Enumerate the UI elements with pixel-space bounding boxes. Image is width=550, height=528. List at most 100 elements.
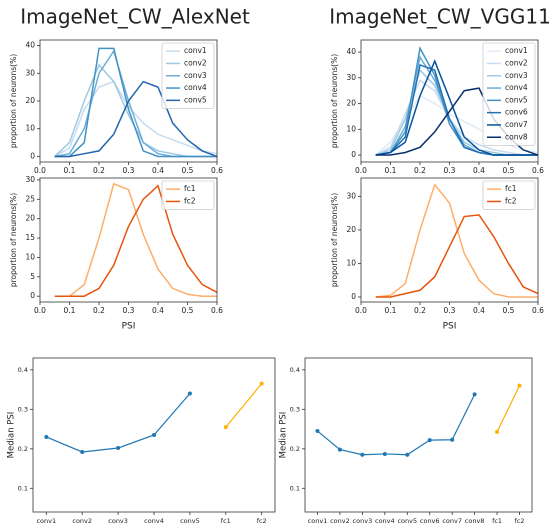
series-line [225, 383, 263, 428]
x-tick-label: 0.4 [473, 306, 485, 315]
legend-label: conv4 [184, 83, 207, 92]
legend-label: fc2 [184, 196, 196, 205]
y-tick-label: 10 [25, 124, 35, 133]
x-tick-label: conv8 [465, 517, 485, 525]
legend-box [161, 180, 215, 211]
point [259, 381, 264, 386]
plot-frame [39, 39, 218, 163]
legend-box [161, 42, 215, 109]
x-tick-label: conv2 [330, 517, 350, 525]
x-tick-label: conv3 [353, 517, 373, 525]
point [360, 452, 365, 457]
legend-label: conv2 [184, 58, 207, 67]
x-tick-label: 0.0 [355, 306, 367, 315]
point [337, 447, 342, 452]
series-line [375, 79, 538, 156]
legend-label: conv6 [505, 108, 528, 117]
y-tick-label: 0 [351, 292, 356, 301]
plot-frame [39, 177, 218, 303]
x-tick-label: fc1 [221, 517, 231, 525]
x-tick-label: conv2 [72, 517, 92, 525]
point [187, 391, 192, 396]
series-line [54, 47, 217, 158]
x-axis-label: PSI [122, 322, 136, 332]
x-tick-label: 0.4 [473, 166, 485, 175]
y-axis-label: Median PSI [279, 412, 289, 459]
plot-frame [32, 357, 276, 513]
point [450, 437, 455, 442]
y-tick-label: 10 [346, 124, 356, 133]
y-tick-label: 30 [346, 191, 356, 200]
x-tick-label: conv7 [442, 517, 462, 525]
series-line [375, 183, 538, 298]
legend-label: conv3 [184, 71, 207, 80]
point [223, 425, 228, 430]
y-tick-label: 0.2 [290, 445, 300, 453]
x-tick-label: 0.3 [123, 166, 135, 175]
point [405, 452, 410, 457]
legend-box [482, 42, 536, 146]
x-tick-label: 0.2 [414, 306, 426, 315]
x-tick-label: conv4 [144, 517, 164, 525]
x-tick-label: 0.3 [123, 306, 135, 315]
x-axis-label: PSI [443, 322, 457, 332]
x-tick-label: fc1 [492, 517, 502, 525]
point [517, 383, 522, 388]
x-tick-label: conv1 [308, 517, 328, 525]
point [427, 438, 432, 443]
point [116, 446, 121, 451]
x-tick-label: conv1 [36, 517, 56, 525]
x-tick-label: 0.1 [385, 166, 397, 175]
plot-frame [304, 357, 533, 513]
x-tick-label: 0.0 [34, 306, 46, 315]
x-tick-label: conv5 [397, 517, 417, 525]
x-tick-label: 0.3 [444, 306, 456, 315]
y-tick-label: 40 [346, 47, 356, 56]
x-tick-label: 0.6 [532, 306, 544, 315]
point [495, 429, 500, 434]
series-line [496, 385, 521, 433]
point [152, 433, 156, 437]
x-tick-label: 0.5 [182, 166, 194, 175]
legend-label: fc2 [505, 196, 517, 205]
series-line [317, 394, 476, 456]
legend-label: conv2 [505, 58, 528, 67]
series-line [375, 214, 539, 298]
y-tick-label: 0.4 [290, 366, 300, 374]
legend-label: conv8 [505, 132, 528, 141]
legend: conv1 conv2 conv3 conv4 conv5 conv6 conv7 conv8 [482, 42, 536, 146]
y-axis-label: Median PSI [7, 412, 17, 459]
y-tick-label: 5 [30, 272, 35, 281]
x-tick-label: conv6 [420, 517, 440, 525]
point [80, 449, 85, 454]
y-tick-label: 25 [25, 194, 35, 203]
y-axis-label: proportion of neurons(%) [9, 193, 18, 287]
x-tick-label: 0.5 [503, 166, 515, 175]
series-line [54, 184, 218, 297]
panel-title: ImageNet_CW_VGG11 [329, 5, 550, 29]
x-tick-label: 0.0 [355, 166, 367, 175]
x-tick-label: fc2 [515, 517, 525, 525]
x-tick-label: 0.4 [152, 166, 164, 175]
legend-label: fc1 [505, 184, 517, 193]
y-axis-label: proportion of neurons(%) [9, 54, 18, 148]
x-tick-label: 0.2 [414, 166, 426, 175]
series-line [54, 80, 218, 158]
y-tick-label: 0.1 [18, 484, 28, 492]
x-tick-label: 0.0 [34, 166, 46, 175]
y-tick-label: 0 [30, 291, 35, 300]
legend-label: conv4 [505, 83, 528, 92]
legend-label: fc1 [184, 184, 196, 193]
y-tick-label: 0.3 [290, 405, 300, 413]
series-line [375, 59, 538, 156]
plot-frame [360, 39, 539, 163]
y-tick-label: 0 [30, 151, 35, 160]
legend-label: conv5 [184, 95, 207, 104]
legend-label: conv5 [505, 95, 528, 104]
point [382, 451, 387, 456]
x-tick-label: 0.1 [385, 306, 397, 315]
y-axis-label: proportion of neurons(%) [330, 54, 339, 148]
x-tick-label: 0.5 [503, 306, 515, 315]
